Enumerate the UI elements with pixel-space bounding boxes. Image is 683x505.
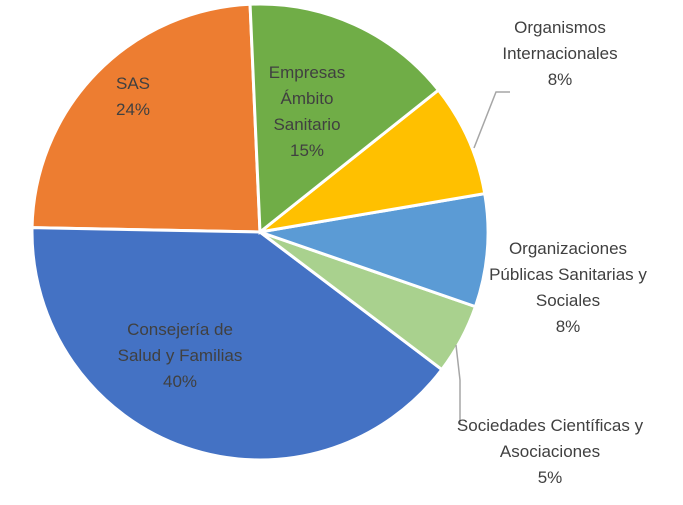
value-label: 40% bbox=[162, 372, 198, 391]
leader-line bbox=[455, 344, 461, 425]
value-label: 5% bbox=[537, 468, 563, 487]
pie-slice bbox=[259, 87, 487, 234]
slice-label: Organismos Internacionales 8% bbox=[475, 15, 645, 93]
category-name: Consejería de Salud y Familias bbox=[117, 320, 243, 365]
pie-slice bbox=[248, 2, 441, 236]
pie-slice bbox=[30, 2, 262, 234]
category-name: Organizaciones Públicas Sanitarias y Soc… bbox=[489, 239, 647, 310]
pie-slice bbox=[30, 226, 444, 462]
category-name: Empresas Ámbito Sanitario bbox=[268, 63, 346, 134]
value-label: 8% bbox=[555, 317, 581, 336]
slice-label: Empresas Ámbito Sanitario 15% bbox=[252, 60, 362, 164]
value-label: 8% bbox=[547, 70, 573, 89]
slice-label: SAS 24% bbox=[93, 71, 173, 123]
slice-label: Organizaciones Públicas Sanitarias y Soc… bbox=[476, 236, 661, 340]
value-label: 24% bbox=[115, 100, 151, 119]
leader-line bbox=[473, 91, 510, 149]
slice-label: Sociedades Científicas y Asociaciones 5% bbox=[430, 413, 670, 491]
value-label: 15% bbox=[289, 141, 325, 160]
pie-slice bbox=[259, 191, 490, 309]
category-name: Sociedades Científicas y Asociaciones bbox=[456, 416, 644, 461]
category-name: Organismos Internacionales bbox=[502, 18, 618, 63]
category-name: SAS bbox=[115, 74, 151, 93]
slice-label: Consejería de Salud y Familias 40% bbox=[118, 317, 243, 395]
